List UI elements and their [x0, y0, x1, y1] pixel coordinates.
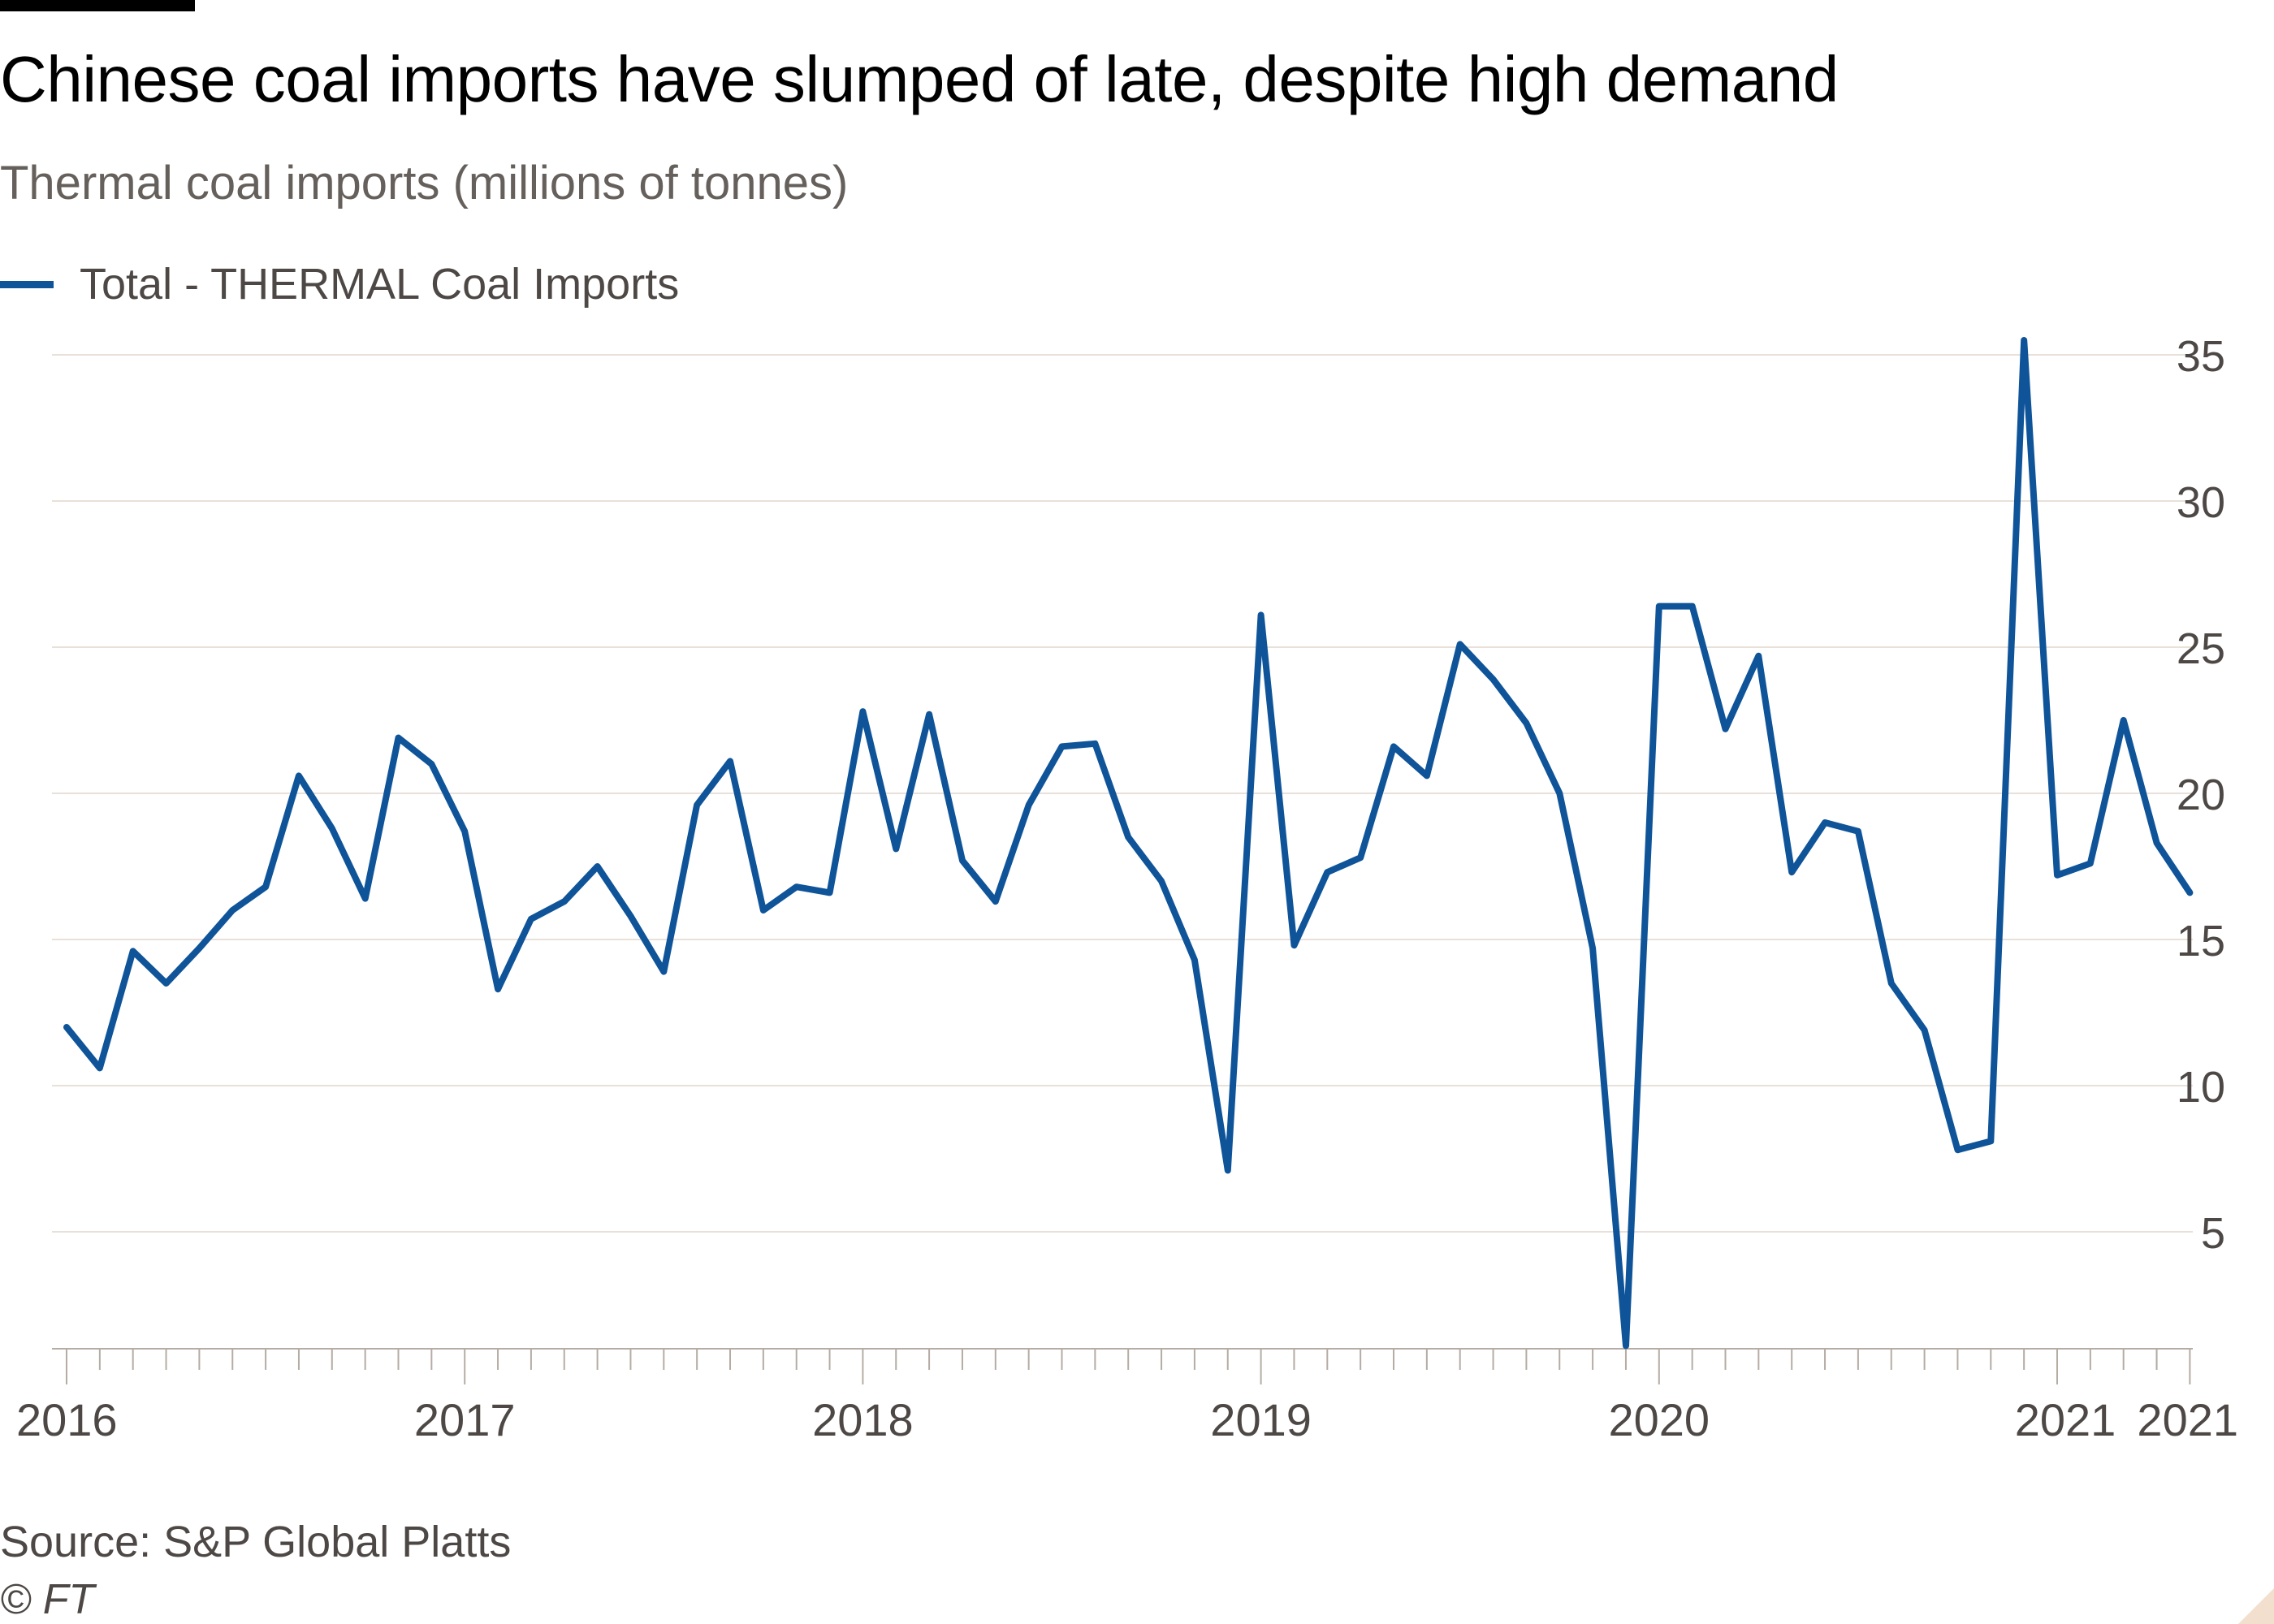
data-point [329, 826, 335, 831]
data-point [2021, 338, 2027, 343]
legend-label: Total - THERMAL Coal Imports [80, 260, 680, 309]
y-tick-label: 15 [2177, 917, 2225, 965]
data-point [694, 802, 700, 808]
data-point [1955, 1147, 1961, 1153]
ft-top-bar [0, 0, 195, 11]
data-point [1689, 603, 1695, 609]
data-point [1888, 981, 1894, 986]
data-point [1922, 1027, 1927, 1033]
grid-lines [52, 354, 2193, 1233]
x-tick-label: 2017 [414, 1394, 516, 1445]
data-point [1756, 653, 1762, 659]
data-point [1590, 945, 1596, 951]
data-point [1258, 612, 1264, 618]
data-point [1358, 855, 1364, 861]
x-tick-label: 2018 [812, 1394, 914, 1445]
legend: Total - THERMAL Coal Imports [0, 256, 679, 313]
source-note: Source: S&P Global Platts [0, 1518, 512, 1566]
y-tick-label: 20 [2177, 771, 2225, 819]
data-point [296, 773, 301, 779]
data-point [1855, 828, 1861, 834]
series-line [63, 337, 2194, 1350]
data-point [462, 828, 468, 834]
chart-title: Chinese coal imports have slumped of lat… [0, 43, 1839, 115]
data-point [1789, 870, 1795, 875]
data-point [97, 1065, 102, 1071]
data-point [1159, 879, 1165, 883]
y-tick-label: 35 [2177, 332, 2225, 381]
data-point [959, 857, 965, 863]
data-point [1325, 870, 1330, 875]
x-axis [52, 1348, 2193, 1384]
data-point [992, 899, 998, 905]
y-tick-label: 5 [2201, 1209, 2225, 1258]
y-tick-label: 25 [2177, 624, 2225, 673]
y-tick-label: 10 [2177, 1063, 2225, 1112]
x-tick-label: 2016 [16, 1394, 118, 1445]
data-point [396, 735, 401, 741]
data-point [130, 948, 136, 954]
data-point [2087, 861, 2093, 866]
data-point [197, 945, 202, 951]
data-point [1391, 744, 1396, 749]
x-tick-labels: 2016 2017 2018 2019 2020 2021 2021 [16, 1394, 2238, 1445]
data-point [1457, 641, 1463, 647]
data-point [1656, 603, 1662, 609]
chart-subtitle: Thermal coal imports (millions of tonnes… [0, 157, 849, 209]
data-point [2055, 872, 2060, 878]
data-point [1490, 676, 1496, 682]
data-point [429, 762, 434, 767]
data-point [1126, 835, 1131, 840]
data-point [64, 1025, 69, 1030]
data-point [528, 916, 534, 922]
data-point [927, 711, 932, 717]
data-point [1988, 1138, 1994, 1144]
data-point [1092, 741, 1098, 746]
x-tick-label: 2019 [1210, 1394, 1312, 1445]
data-point [860, 709, 866, 715]
data-point [827, 890, 832, 896]
x-tick-label: 2021 [2015, 1394, 2116, 1445]
series-layer [63, 337, 2194, 1350]
copyright: © FT [0, 1576, 95, 1623]
data-point [628, 914, 633, 919]
data-point [893, 846, 899, 852]
data-point [362, 896, 368, 901]
x-tick-label: 2021 [2137, 1394, 2238, 1445]
legend-swatch [0, 280, 54, 288]
data-point [1822, 820, 1828, 825]
data-point [2154, 840, 2159, 846]
y-tick-label: 30 [2177, 478, 2225, 527]
data-point [495, 987, 501, 992]
data-point [1191, 957, 1197, 963]
data-point [1524, 720, 1529, 726]
y-tick-labels: 5 10 15 20 25 30 35 [2177, 332, 2225, 1258]
x-tick-label: 2020 [1609, 1394, 1710, 1445]
data-point [1026, 802, 1031, 808]
data-point [661, 969, 667, 974]
data-point [1424, 773, 1429, 779]
data-point [1623, 1343, 1628, 1349]
data-point [1059, 744, 1065, 749]
data-point [1723, 726, 1728, 732]
data-point [1291, 943, 1297, 948]
data-point [561, 899, 567, 905]
data-point [2121, 718, 2126, 723]
data-point [2187, 890, 2193, 896]
data-point [163, 981, 169, 986]
data-point [1225, 1168, 1230, 1173]
data-point [594, 864, 600, 869]
data-point [793, 884, 799, 890]
data-point [1557, 791, 1563, 796]
data-point [728, 758, 733, 764]
data-point [230, 908, 236, 913]
corner-fold [2238, 1588, 2274, 1624]
data-point [263, 884, 269, 890]
data-point [760, 908, 766, 913]
